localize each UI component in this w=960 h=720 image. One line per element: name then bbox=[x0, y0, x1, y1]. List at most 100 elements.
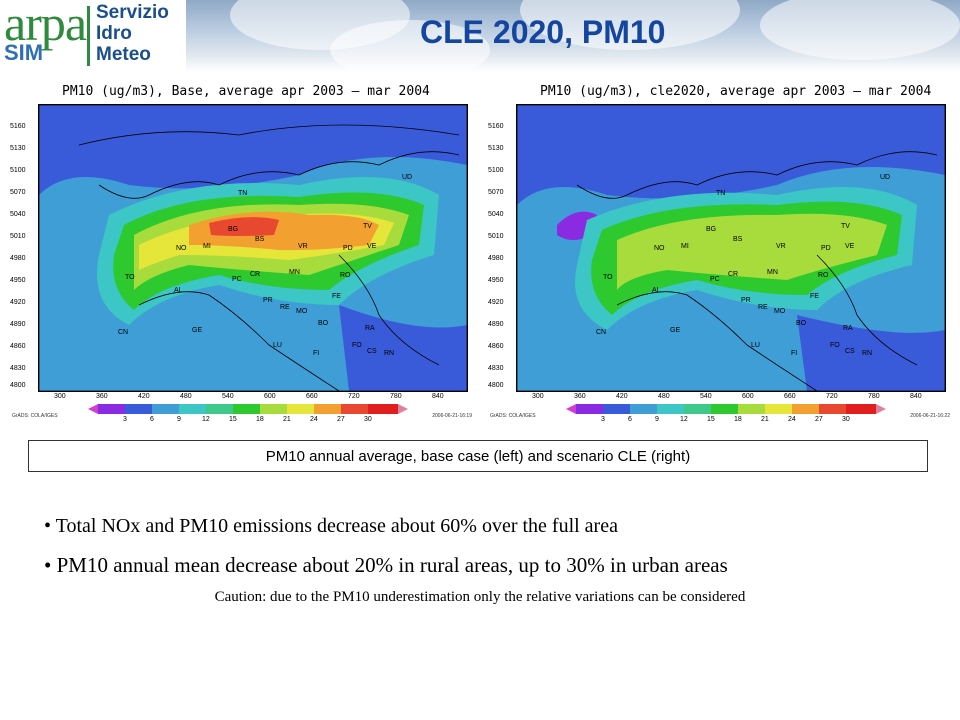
city-label: PR bbox=[263, 297, 273, 304]
city-label: RA bbox=[843, 325, 853, 332]
city-label: VE bbox=[845, 243, 855, 250]
legend-label: 18 bbox=[734, 416, 742, 423]
legend-label: 12 bbox=[202, 416, 210, 423]
y-tick: 4950 bbox=[10, 277, 26, 284]
city-label: PC bbox=[710, 276, 720, 283]
x-tick: 480 bbox=[180, 393, 192, 400]
city-label: CR bbox=[250, 271, 261, 278]
y-tick: 4860 bbox=[488, 343, 504, 350]
logo-service-name: Servizio Idro Meteo bbox=[96, 3, 169, 66]
caution-note: Caution: due to the PM10 underestimation… bbox=[214, 589, 746, 605]
legend-label: 24 bbox=[788, 416, 796, 423]
color-legend-base bbox=[88, 404, 408, 414]
legend-label: 3 bbox=[123, 416, 127, 423]
color-legend-cle bbox=[566, 404, 886, 414]
x-tick: 660 bbox=[784, 393, 796, 400]
map-timestamp: 2006-06-21-16:22 bbox=[910, 413, 950, 419]
pm10-map-cle bbox=[516, 104, 946, 392]
x-tick: 480 bbox=[658, 393, 670, 400]
x-tick: 360 bbox=[574, 393, 586, 400]
y-tick: 5040 bbox=[10, 211, 26, 218]
city-label: TN bbox=[238, 190, 248, 197]
city-label: RN bbox=[862, 350, 873, 357]
y-tick: 5010 bbox=[10, 233, 26, 240]
city-label: BS bbox=[255, 236, 265, 243]
city-label: FE bbox=[332, 293, 341, 300]
city-label: VR bbox=[776, 243, 786, 250]
x-tick: 540 bbox=[700, 393, 712, 400]
legend-label: 18 bbox=[256, 416, 264, 423]
y-tick: 4890 bbox=[10, 321, 26, 328]
city-label: FO bbox=[830, 342, 840, 349]
city-label: FE bbox=[810, 293, 819, 300]
city-label: NO bbox=[176, 245, 187, 252]
header-banner: arpa SIM Servizio Idro Meteo CLE 2020, P… bbox=[0, 0, 960, 72]
y-tick: 4950 bbox=[488, 277, 504, 284]
legend-label: 15 bbox=[229, 416, 237, 423]
page-title: CLE 2020, PM10 bbox=[420, 14, 666, 50]
grads-credit: GrADS: COLA/IGES bbox=[490, 413, 536, 419]
city-label: CN bbox=[596, 329, 607, 336]
y-tick: 5010 bbox=[488, 233, 504, 240]
bullet-item: • PM10 annual mean decrease about 20% in… bbox=[44, 553, 728, 577]
city-label: PC bbox=[232, 276, 242, 283]
city-label: TO bbox=[603, 274, 613, 281]
city-label: BS bbox=[733, 236, 743, 243]
legend-label: 27 bbox=[337, 416, 345, 423]
legend-label: 24 bbox=[310, 416, 318, 423]
legend-label: 15 bbox=[707, 416, 715, 423]
y-tick: 4800 bbox=[10, 382, 26, 389]
city-label: GE bbox=[192, 327, 203, 334]
x-tick: 420 bbox=[138, 393, 150, 400]
legend-label: 9 bbox=[655, 416, 659, 423]
y-tick: 5160 bbox=[488, 123, 504, 130]
city-label: RA bbox=[365, 325, 375, 332]
y-tick: 4920 bbox=[488, 299, 504, 306]
grads-credit: GrADS: COLA/IGES bbox=[12, 413, 58, 419]
city-label: LU bbox=[273, 342, 282, 349]
y-tick: 5100 bbox=[488, 167, 504, 174]
city-label: TN bbox=[716, 190, 726, 197]
map-panel-cle: PM10 (ug/m3), cle2020, average apr 2003 … bbox=[488, 80, 954, 428]
city-label: LU bbox=[751, 342, 760, 349]
logo-line-2: Idro bbox=[96, 23, 132, 44]
legend-label: 9 bbox=[177, 416, 181, 423]
arpa-logo: arpa SIM Servizio Idro Meteo bbox=[0, 0, 186, 72]
x-tick: 780 bbox=[390, 393, 402, 400]
city-label: PD bbox=[821, 245, 831, 252]
city-label: RE bbox=[758, 304, 768, 311]
city-label: CN bbox=[118, 329, 129, 336]
logo-line-3: Meteo bbox=[96, 44, 151, 65]
x-tick: 300 bbox=[54, 393, 66, 400]
city-label: FI bbox=[313, 350, 320, 357]
y-tick: 4890 bbox=[488, 321, 504, 328]
city-label: RE bbox=[280, 304, 290, 311]
x-tick: 840 bbox=[432, 393, 444, 400]
city-label: BO bbox=[796, 320, 807, 327]
legend-label: 27 bbox=[815, 416, 823, 423]
city-label: MI bbox=[203, 243, 211, 250]
city-label: FI bbox=[791, 350, 798, 357]
city-label: CR bbox=[728, 271, 739, 278]
y-tick: 4860 bbox=[10, 343, 26, 350]
city-label: BG bbox=[228, 226, 239, 233]
y-tick: 5100 bbox=[10, 167, 26, 174]
city-label: BG bbox=[706, 226, 717, 233]
y-tick: 5070 bbox=[10, 189, 26, 196]
y-tick: 5160 bbox=[10, 123, 26, 130]
logo-sim-text: SIM bbox=[4, 40, 44, 65]
map-title-cle: PM10 (ug/m3), cle2020, average apr 2003 … bbox=[540, 84, 932, 99]
logo-separator bbox=[87, 6, 90, 66]
x-tick: 540 bbox=[222, 393, 234, 400]
city-label: RO bbox=[340, 272, 351, 279]
x-tick: 600 bbox=[264, 393, 276, 400]
bullet-item: • Total NOx and PM10 emissions decrease … bbox=[44, 515, 618, 537]
y-tick: 4920 bbox=[10, 299, 26, 306]
legend-label: 6 bbox=[628, 416, 632, 423]
city-label: MN bbox=[767, 269, 778, 276]
x-tick: 780 bbox=[868, 393, 880, 400]
figure-caption: PM10 annual average, base case (left) an… bbox=[28, 440, 928, 472]
x-tick: 840 bbox=[910, 393, 922, 400]
city-label: AL bbox=[652, 287, 661, 294]
y-tick: 4980 bbox=[10, 255, 26, 262]
